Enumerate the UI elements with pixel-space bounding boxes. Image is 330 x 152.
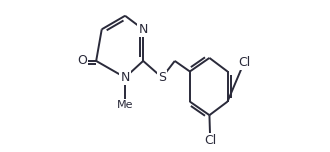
Text: S: S	[158, 71, 166, 84]
Text: N: N	[120, 71, 130, 84]
Text: Cl: Cl	[238, 56, 250, 69]
Text: O: O	[77, 54, 87, 67]
Text: Cl: Cl	[204, 133, 216, 147]
Text: Me: Me	[117, 100, 133, 110]
Text: N: N	[139, 23, 148, 36]
